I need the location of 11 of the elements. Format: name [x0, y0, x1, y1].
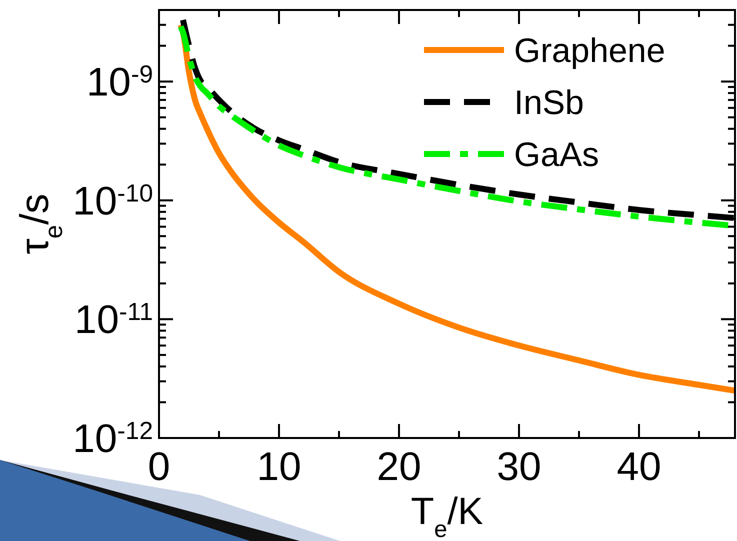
legend-label: Graphene [514, 32, 666, 70]
x-axis-title: T$_{e}$/K [410, 491, 484, 541]
x-tick-label: 10 [256, 445, 302, 489]
y-tick-label: 10$^{-11}$ [74, 298, 153, 342]
y-tick-label: 10$^{-9}$ [86, 60, 153, 105]
x-tick-label: 20 [376, 445, 422, 489]
x-tick-label: 40 [616, 445, 662, 489]
legend-label: GaAs [514, 136, 600, 174]
x-tick-label: 30 [496, 445, 542, 489]
legend-label: InSb [514, 84, 584, 122]
y-tick-label: 10$^{-10}$ [72, 179, 153, 224]
